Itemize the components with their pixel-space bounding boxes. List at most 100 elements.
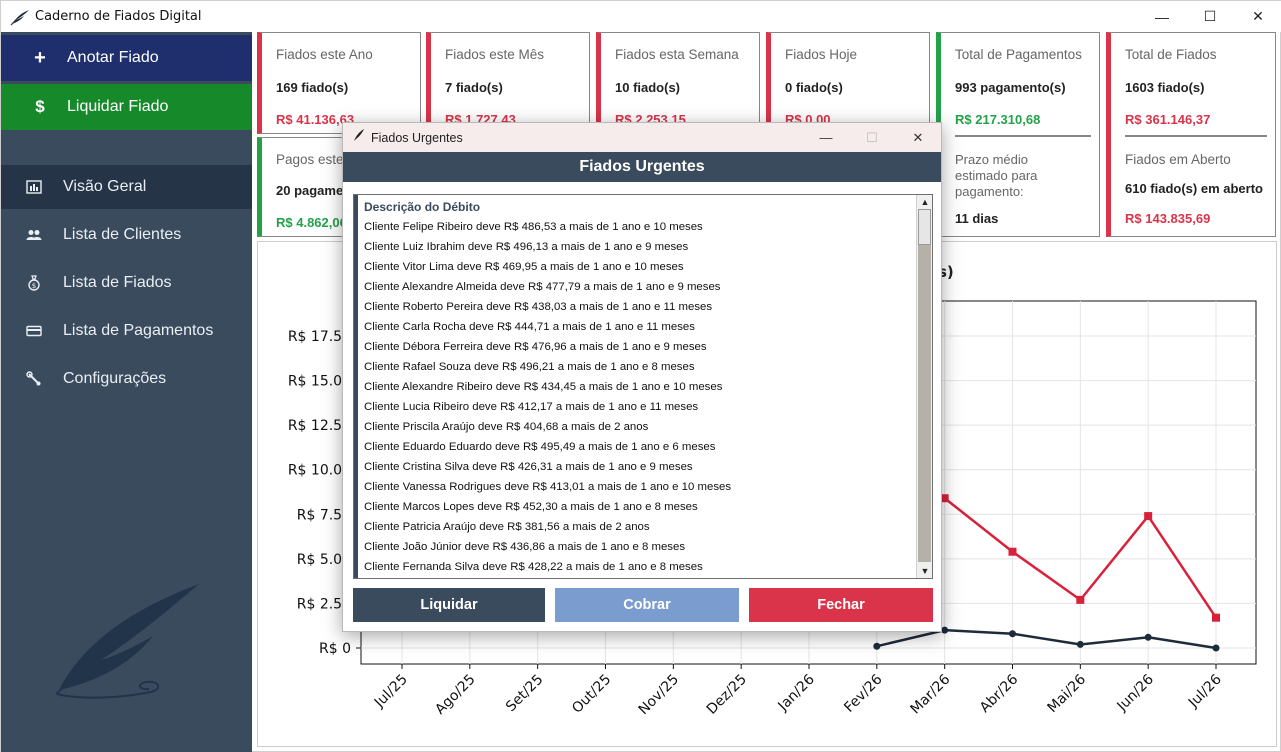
data-point bbox=[1008, 547, 1017, 556]
list-item[interactable]: Cliente João Júnior deve R$ 436,86 a mai… bbox=[364, 541, 686, 553]
anotar-fiado-button[interactable]: + Anotar Fiado bbox=[1, 35, 252, 81]
fiados-aberto-label: Fiados em Aberto bbox=[1125, 152, 1231, 167]
fiados-aberto-count: 610 fiado(s) em aberto bbox=[1125, 181, 1263, 196]
list-item[interactable]: Cliente Débora Ferreira deve R$ 476,96 a… bbox=[364, 341, 707, 353]
x-tick-label: Jul/25 bbox=[371, 672, 411, 712]
vertical-scrollbar[interactable]: ▲ ▼ bbox=[916, 195, 932, 578]
data-point bbox=[1076, 595, 1085, 604]
card-amount: R$ 217.310,68 bbox=[955, 112, 1041, 127]
card-count: 169 fiado(s) bbox=[276, 80, 349, 95]
prazo-medio-label: Prazo médio estimado para pagamento: bbox=[955, 152, 1038, 199]
minimize-button[interactable]: — bbox=[1155, 8, 1169, 25]
x-tick-label: Fev/26 bbox=[841, 671, 885, 715]
card-count: 20 pagame bbox=[276, 183, 344, 198]
list-item[interactable]: Cliente Luiz Ibrahim deve R$ 496,13 a ma… bbox=[364, 241, 689, 253]
card-count: 993 pagamento(s) bbox=[955, 80, 1066, 95]
dialog-minimize-button[interactable]: — bbox=[819, 130, 833, 145]
card-divider bbox=[955, 135, 1091, 137]
wrench-icon bbox=[24, 371, 44, 387]
data-point bbox=[1212, 644, 1220, 652]
card-title: Fiados este Mês bbox=[445, 47, 545, 62]
x-tick-label: Out/25 bbox=[569, 672, 614, 717]
prazo-medio-value: 11 dias bbox=[955, 211, 999, 226]
window-title: Caderno de Fiados Digital bbox=[35, 9, 202, 24]
close-button[interactable]: ✕ bbox=[1252, 8, 1264, 24]
y-tick-label: R$ 0 bbox=[319, 641, 351, 657]
list-item[interactable]: Cliente Marcos Lopes deve R$ 452,30 a ma… bbox=[364, 501, 698, 513]
data-point bbox=[940, 494, 949, 503]
debts-list: Descrição do Débito Cliente Felipe Ribei… bbox=[354, 195, 917, 578]
list-item[interactable]: Cliente Eduardo Eduardo deve R$ 495,49 a… bbox=[364, 441, 716, 453]
card-count: 7 fiado(s) bbox=[445, 80, 503, 95]
fiados-urgentes-dialog: Fiados Urgentes — ☐ ✕ Fiados Urgentes De… bbox=[342, 122, 942, 632]
x-tick-label: Ago/25 bbox=[432, 672, 478, 718]
list-item[interactable]: Cliente Vitor Lima deve R$ 469,95 a mais… bbox=[364, 261, 684, 273]
liquidar-button[interactable]: Liquidar bbox=[353, 588, 545, 622]
list-item[interactable]: Cliente Felipe Ribeiro deve R$ 486,53 a … bbox=[364, 221, 703, 233]
bar-chart-icon bbox=[24, 180, 44, 194]
scroll-thumb[interactable] bbox=[918, 209, 931, 245]
sidebar: + Anotar Fiado $ Liquidar Fiado Visão Ge… bbox=[1, 32, 252, 752]
debts-listbox[interactable]: Descrição do Débito Cliente Felipe Ribei… bbox=[353, 194, 933, 579]
dialog-window-title: Fiados Urgentes bbox=[371, 130, 463, 145]
list-item[interactable]: Cliente Fernanda Silva deve R$ 428,22 a … bbox=[364, 561, 703, 573]
card-total-fiados: Total de Fiados 1603 fiado(s) R$ 361.146… bbox=[1106, 32, 1276, 237]
sidebar-item-label: Lista de Pagamentos bbox=[63, 322, 214, 339]
card-count: 10 fiado(s) bbox=[615, 80, 681, 95]
data-point bbox=[1144, 512, 1153, 521]
dollar-icon: $ bbox=[35, 97, 45, 116]
dialog-header: Fiados Urgentes bbox=[343, 152, 941, 182]
data-point bbox=[941, 626, 949, 634]
y-tick-label: R$ 5.00 bbox=[297, 552, 351, 568]
x-tick-label: Jan/26 bbox=[775, 671, 818, 714]
list-item[interactable]: Cliente Carla Rocha deve R$ 444,71 a mai… bbox=[364, 321, 695, 333]
fechar-button[interactable]: Fechar bbox=[749, 588, 933, 622]
quill-icon bbox=[9, 6, 31, 28]
y-tick-label: R$ 10.00 bbox=[288, 463, 351, 479]
sidebar-item-lista-clientes[interactable]: Lista de Clientes bbox=[1, 213, 252, 257]
liquidar-fiado-button[interactable]: $ Liquidar Fiado bbox=[1, 84, 252, 130]
card-title: Fiados Hoje bbox=[785, 47, 858, 62]
sidebar-item-lista-pagamentos[interactable]: Lista de Pagamentos bbox=[1, 309, 252, 353]
sidebar-item-visao-geral[interactable]: Visão Geral bbox=[1, 165, 252, 209]
data-point bbox=[1212, 613, 1220, 622]
x-tick-label: Mai/26 bbox=[1045, 671, 1090, 716]
list-item[interactable]: Cliente Rafael Souza deve R$ 496,21 a ma… bbox=[364, 361, 695, 373]
list-item[interactable]: Cliente Patricia Araújo deve R$ 381,56 a… bbox=[364, 521, 650, 533]
series-line-1 bbox=[876, 628, 1217, 650]
cobrar-button[interactable]: Cobrar bbox=[555, 588, 739, 622]
x-tick-label: Jun/26 bbox=[1114, 671, 1157, 714]
y-tick-label: R$ 12.50 bbox=[288, 418, 351, 434]
dialog-window-controls: — ☐ ✕ bbox=[803, 123, 941, 152]
card-title: Pagos este bbox=[276, 152, 344, 167]
sidebar-item-label: Lista de Fiados bbox=[63, 274, 172, 291]
card-title: Fiados este Ano bbox=[276, 47, 373, 62]
sidebar-item-label: Lista de Clientes bbox=[63, 226, 182, 243]
list-item[interactable]: Cliente Vanessa Rodrigues deve R$ 413,01… bbox=[364, 481, 732, 493]
dialog-close-button[interactable]: ✕ bbox=[912, 129, 924, 145]
list-item[interactable]: Cliente Roberto Pereira deve R$ 438,03 a… bbox=[364, 301, 713, 313]
scroll-track[interactable] bbox=[918, 209, 931, 562]
data-point bbox=[1076, 640, 1084, 648]
quill-icon bbox=[353, 128, 367, 147]
list-item[interactable]: Cliente Alexandre Ribeiro deve R$ 434,45… bbox=[364, 381, 723, 393]
list-item[interactable]: Cliente Alexandre Almeida deve R$ 477,79… bbox=[364, 281, 721, 293]
x-tick-label: Mar/26 bbox=[908, 671, 954, 717]
card-count: 0 fiado(s) bbox=[785, 80, 843, 95]
card-divider bbox=[1125, 135, 1267, 137]
list-item[interactable]: Cliente Priscila Araújo deve R$ 404,68 a… bbox=[364, 421, 649, 433]
maximize-button[interactable]: ☐ bbox=[1203, 8, 1217, 24]
y-tick-label: R$ 7.50 bbox=[297, 507, 351, 523]
anotar-fiado-label: Anotar Fiado bbox=[67, 49, 159, 66]
scroll-down-icon[interactable]: ▼ bbox=[920, 566, 930, 576]
scroll-up-icon[interactable]: ▲ bbox=[920, 197, 930, 207]
card-amount: R$ 41.136,63 bbox=[276, 112, 355, 127]
x-tick-label: Dez/25 bbox=[704, 672, 750, 718]
card-amount: R$ 4.862,06 bbox=[276, 215, 347, 230]
sidebar-item-configuracoes[interactable]: Configurações bbox=[1, 357, 252, 401]
card-title: Total de Fiados bbox=[1125, 47, 1217, 62]
list-item[interactable]: Cliente Cristina Silva deve R$ 426,31 a … bbox=[364, 461, 693, 473]
sidebar-item-lista-fiados[interactable]: $ Lista de Fiados bbox=[1, 261, 252, 305]
list-item[interactable]: Cliente Lucia Ribeiro deve R$ 412,17 a m… bbox=[364, 401, 699, 413]
